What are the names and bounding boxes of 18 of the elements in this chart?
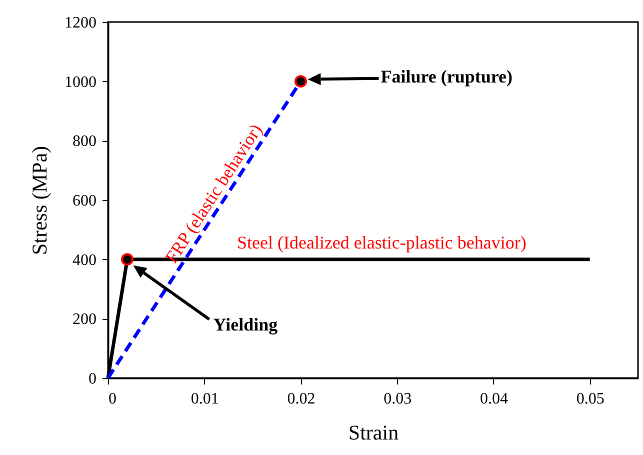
- x-tick-label: 0.01: [190, 390, 219, 408]
- x-tick-label: 0.02: [287, 390, 316, 408]
- y-tick-label: 200: [72, 311, 96, 328]
- annotation: Failure (rupture): [380, 66, 513, 86]
- x-tick-label: 0.05: [576, 390, 604, 408]
- y-tick-label: 600: [72, 192, 96, 210]
- y-tick-label: 1200: [64, 14, 96, 32]
- y-tick-label: 400: [72, 252, 96, 269]
- y-tick-label: 0: [88, 370, 96, 388]
- y-axis-title: Stress (MPa): [28, 146, 52, 256]
- annotation: Yielding: [213, 314, 278, 334]
- y-tick-label: 800: [72, 133, 96, 150]
- y-tick-label: 1000: [64, 74, 96, 91]
- x-tick-label: 0.03: [384, 390, 412, 408]
- series-label: Steel (Idealized elastic-plastic behavior): [236, 232, 526, 252]
- x-tick-label: 0: [108, 390, 116, 408]
- x-axis-title: Strain: [348, 420, 400, 444]
- x-tick-label: 0.04: [480, 390, 508, 408]
